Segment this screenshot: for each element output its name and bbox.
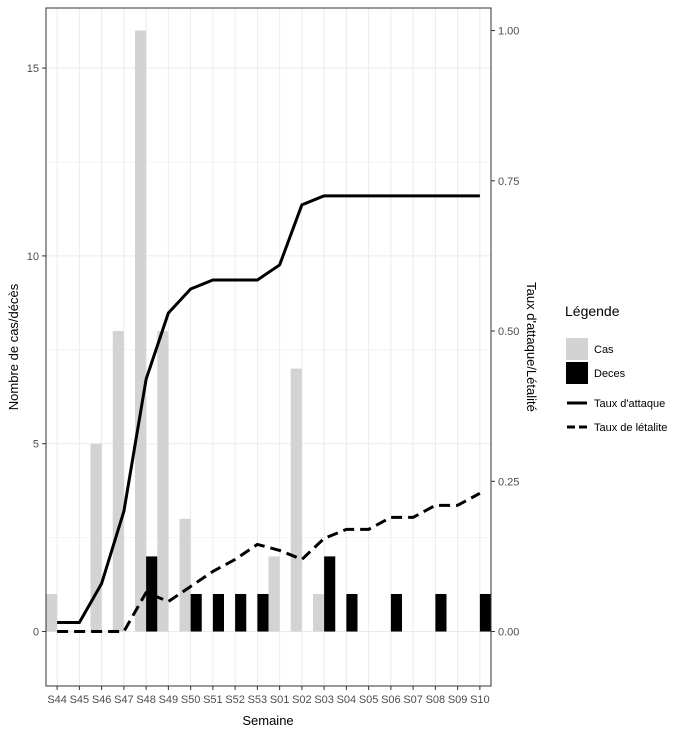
x-tick-label: S09 bbox=[448, 694, 468, 706]
x-tick-label: S01 bbox=[270, 694, 290, 706]
x-tick-label: S48 bbox=[136, 694, 156, 706]
y2-tick-label: 0.00 bbox=[498, 627, 519, 639]
legend-key-cas bbox=[566, 338, 588, 360]
bar-cas bbox=[46, 593, 58, 632]
x-tick-label: S51 bbox=[203, 694, 223, 706]
x-tick-label: S45 bbox=[70, 694, 90, 706]
x-tick-label: S10 bbox=[470, 694, 490, 706]
legend-label: Taux de létalite bbox=[594, 422, 667, 434]
y2-tick-label: 1.00 bbox=[498, 26, 519, 38]
y-tick-label: 15 bbox=[27, 63, 39, 75]
bar-deces bbox=[212, 593, 224, 632]
x-tick-label: S05 bbox=[359, 694, 379, 706]
y-axis-left: 0 5 10 15 bbox=[27, 63, 46, 639]
legend-title: Légende bbox=[565, 303, 620, 319]
legend-label: Deces bbox=[594, 368, 626, 380]
bar-cas bbox=[290, 368, 302, 632]
y2-tick-label: 0.75 bbox=[498, 176, 519, 188]
legend: Légende Cas Deces Taux d'attaque Taux de lé… bbox=[565, 303, 667, 434]
bars bbox=[46, 30, 491, 632]
x-axis: S44 S45 S46 S47 S48 S49 S50 S51 S52 S53 S01 S02 S03 S… bbox=[47, 686, 490, 706]
bar-deces bbox=[346, 593, 358, 632]
x-tick-label: S44 bbox=[47, 694, 67, 706]
bar-cas bbox=[135, 30, 147, 632]
y-axis-right: 0.00 0.25 0.50 0.75 1.00 bbox=[491, 26, 519, 639]
bar-cas bbox=[179, 518, 191, 632]
bar-cas bbox=[268, 556, 280, 632]
line-taux-d-attaque bbox=[57, 194, 480, 625]
bar-deces bbox=[435, 593, 447, 632]
bar-deces bbox=[479, 593, 491, 632]
legend-label: Taux d'attaque bbox=[594, 398, 665, 410]
bar-deces bbox=[257, 593, 269, 632]
plot-panel-border bbox=[45, 7, 492, 687]
x-tick-label: S04 bbox=[337, 694, 357, 706]
x-tick-label: S08 bbox=[426, 694, 446, 706]
x-tick-label: S03 bbox=[314, 694, 334, 706]
legend-key-deces bbox=[566, 362, 588, 384]
bar-deces bbox=[324, 556, 336, 632]
legend-label: Cas bbox=[594, 344, 614, 356]
x-tick-label: S46 bbox=[92, 694, 112, 706]
x-tick-label: S07 bbox=[403, 694, 423, 706]
x-tick-label: S50 bbox=[181, 694, 201, 706]
bar-deces bbox=[190, 593, 202, 632]
x-tick-label: S53 bbox=[248, 694, 268, 706]
bar-cas bbox=[157, 331, 169, 632]
x-tick-label: S06 bbox=[381, 694, 401, 706]
bar-deces bbox=[390, 593, 402, 632]
x-tick-label: S52 bbox=[225, 694, 245, 706]
bar-deces bbox=[146, 556, 158, 632]
bar-deces bbox=[235, 593, 247, 632]
y-axis-right-title: Taux d'attaque/Létalité bbox=[524, 282, 539, 412]
line-taux-de-letalite bbox=[57, 491, 481, 634]
y2-tick-label: 0.50 bbox=[498, 326, 519, 338]
bar-cas bbox=[112, 331, 124, 632]
x-tick-label: S02 bbox=[292, 694, 312, 706]
y-axis-left-title: Nombre de cas/décès bbox=[6, 283, 21, 410]
x-tick-label: S47 bbox=[114, 694, 134, 706]
x-tick-label: S49 bbox=[159, 694, 179, 706]
y2-tick-label: 0.25 bbox=[498, 476, 519, 488]
bar-cas bbox=[313, 593, 325, 632]
y-tick-label: 10 bbox=[27, 251, 39, 263]
x-axis-title: Semaine bbox=[242, 713, 293, 728]
y-tick-label: 5 bbox=[33, 439, 39, 451]
bar-cas bbox=[90, 443, 102, 632]
y-tick-label: 0 bbox=[33, 627, 39, 639]
lines bbox=[57, 194, 481, 634]
